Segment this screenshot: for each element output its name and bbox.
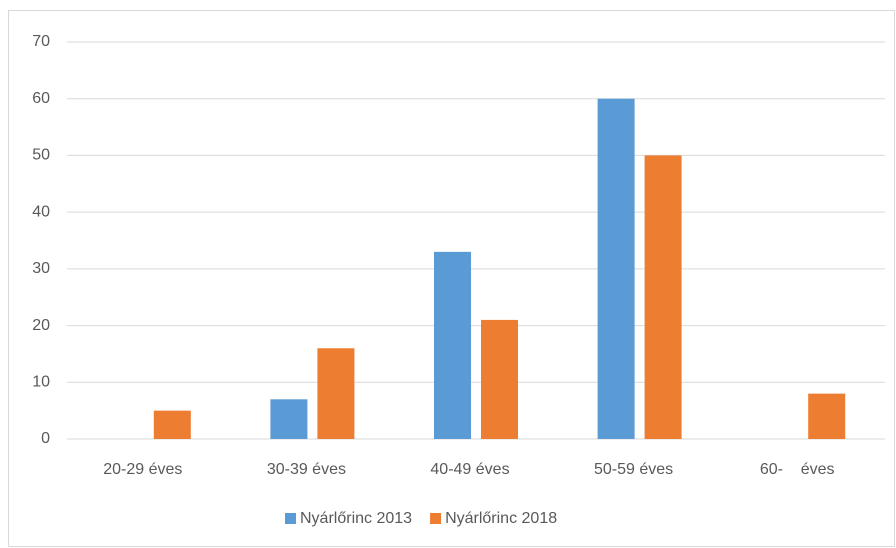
y-tick-label: 50: [32, 147, 50, 164]
x-tick-label: 20-29 éves: [103, 461, 182, 478]
bar: [317, 348, 355, 439]
bar: [644, 155, 682, 439]
bar: [808, 393, 846, 439]
legend-label: Nyárlőrinc 2018: [445, 510, 557, 527]
y-tick-label: 40: [32, 203, 50, 220]
x-tick-label: 30-39 éves: [267, 461, 346, 478]
x-tick-label: 50-59 éves: [594, 461, 673, 478]
bar: [597, 98, 635, 439]
x-tick-label: 40-49 éves: [430, 461, 509, 478]
bar: [434, 251, 471, 439]
bar: [270, 399, 308, 439]
y-tick-label: 10: [32, 374, 50, 391]
y-tick-label: 0: [41, 430, 50, 447]
bar: [153, 410, 191, 439]
y-tick-label: 60: [32, 90, 50, 107]
legend-label: Nyárlőrinc 2013: [300, 510, 412, 527]
legend-swatch: [285, 513, 296, 524]
legend-swatch: [430, 513, 442, 524]
bar: [481, 319, 518, 439]
y-tick-label: 20: [32, 317, 50, 334]
y-tick-label: 30: [32, 260, 50, 277]
x-tick-label: 60- éves: [760, 461, 835, 478]
y-tick-label: 70: [32, 33, 50, 50]
